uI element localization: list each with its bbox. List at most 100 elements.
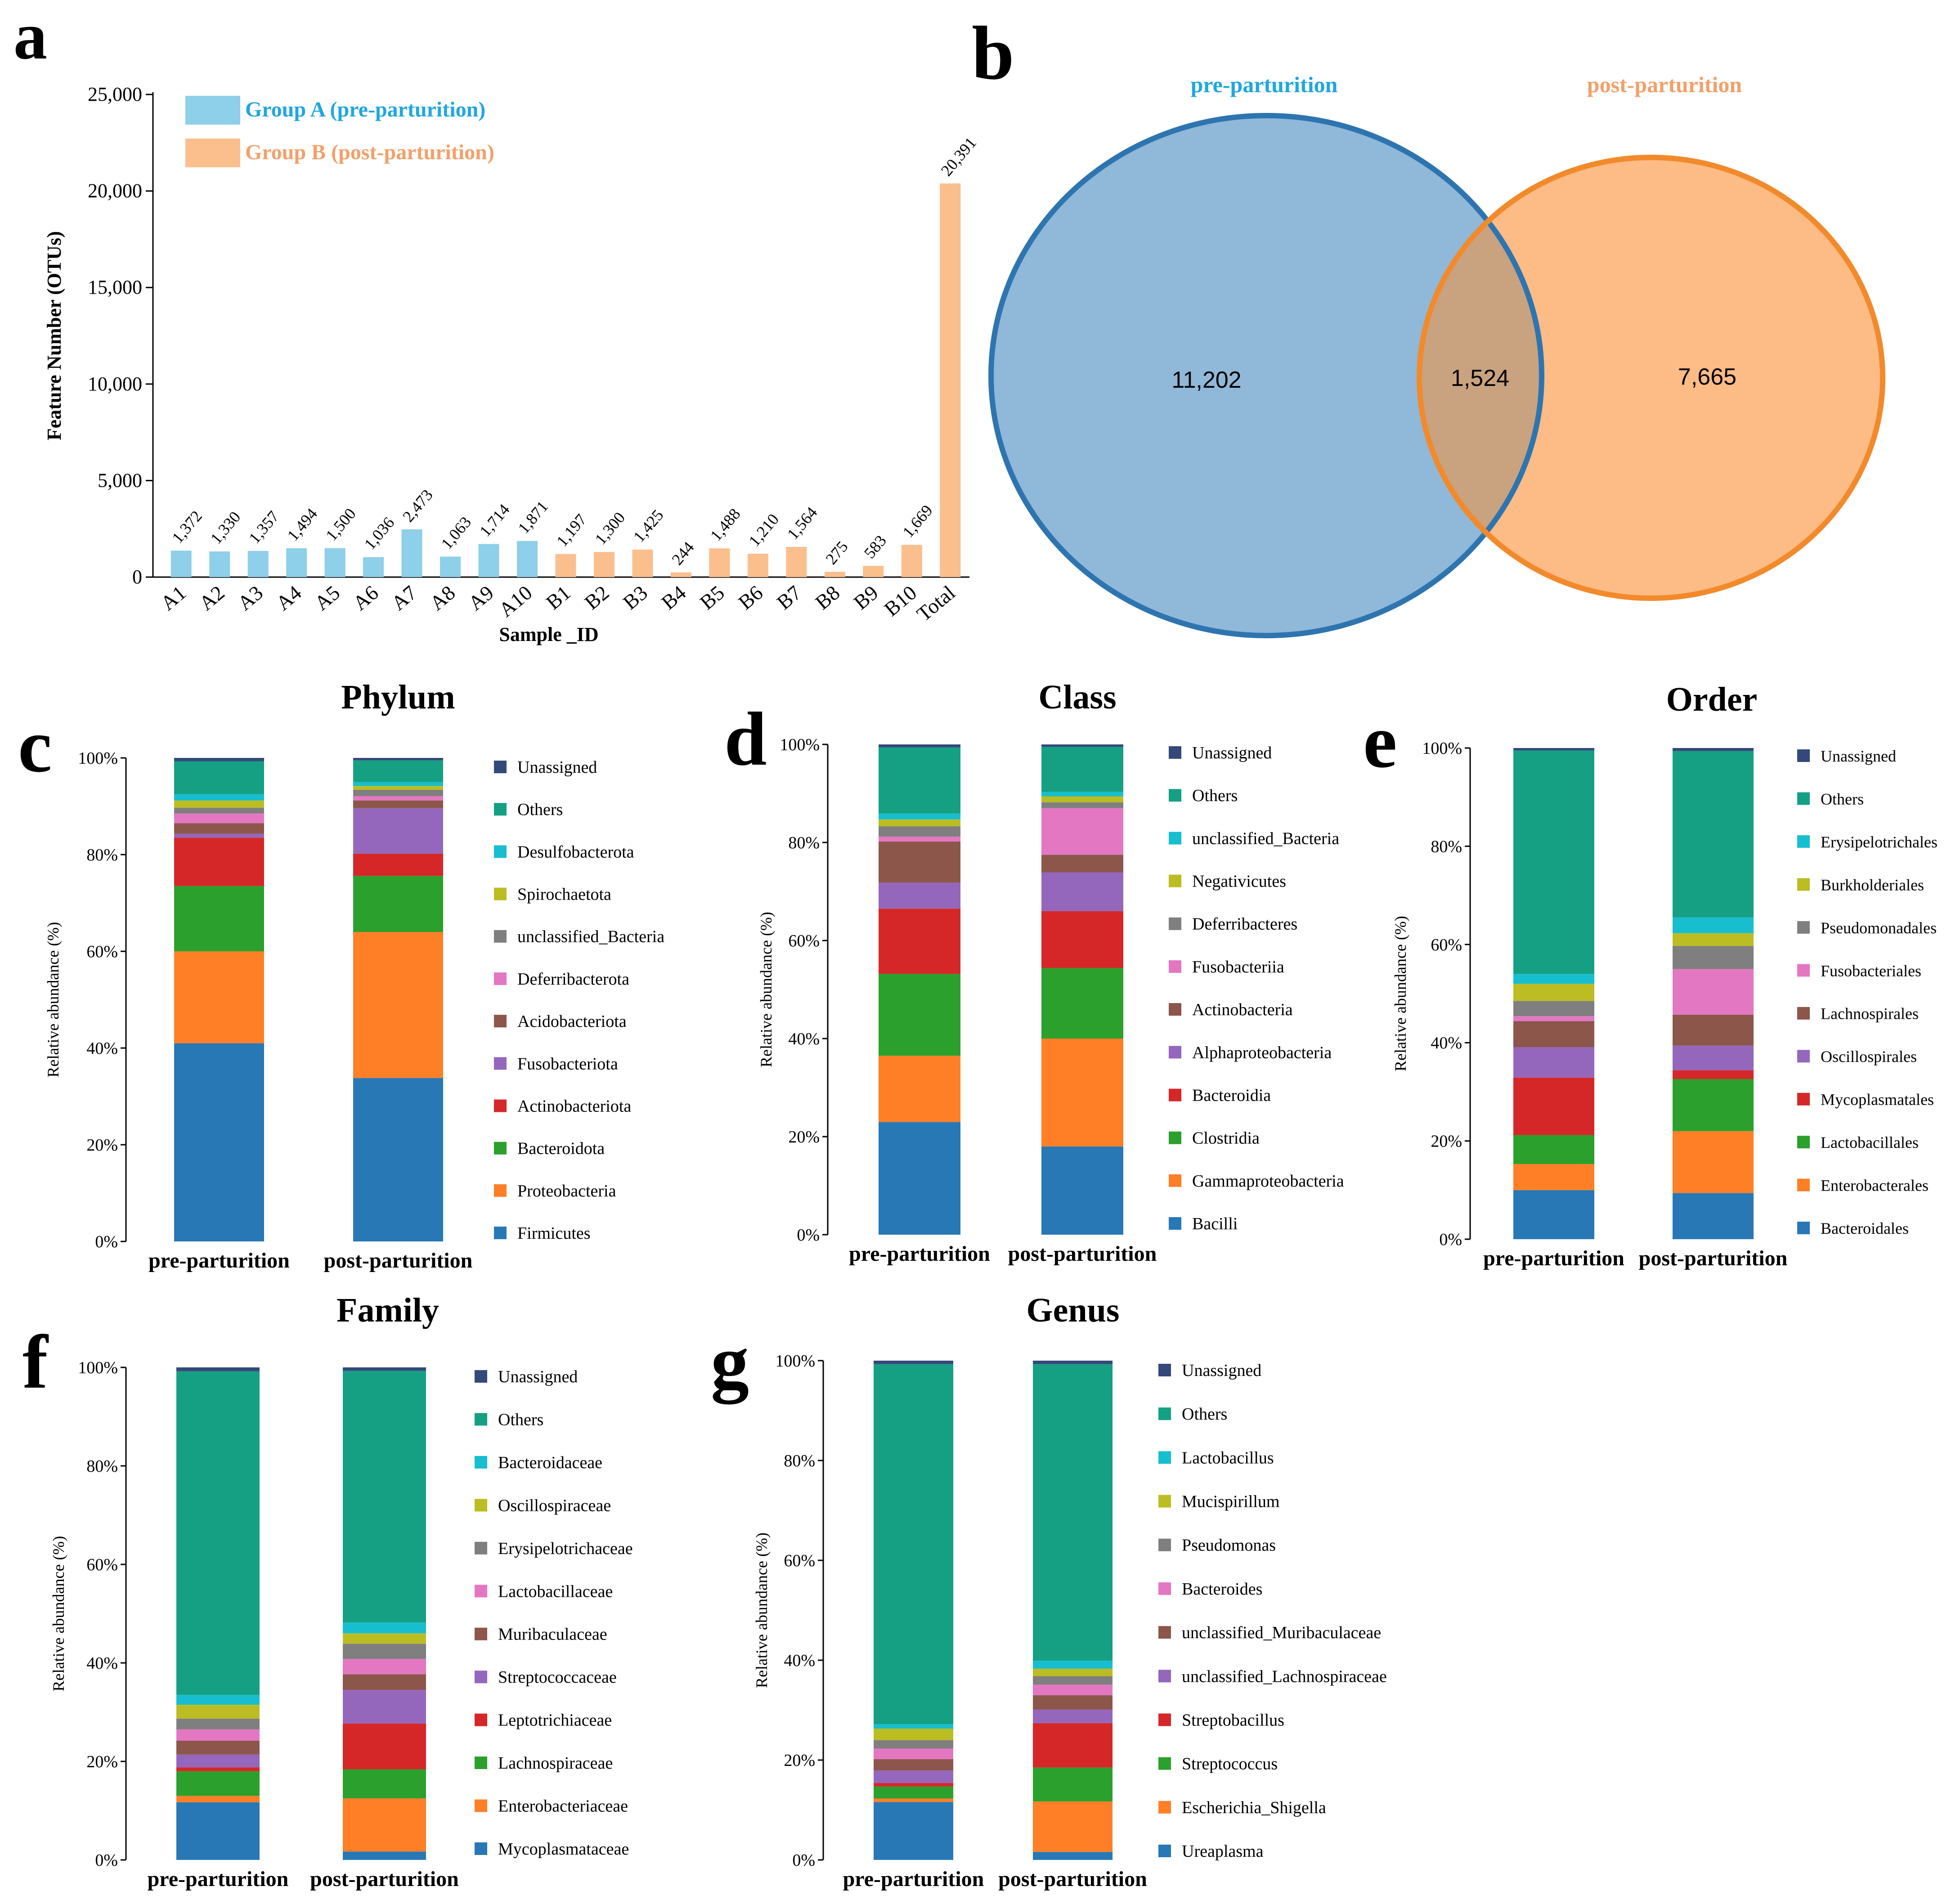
legend-label: Enterobacterales	[1821, 1177, 1929, 1195]
x-tick-label: B9	[849, 581, 883, 614]
stack-segment-lactobacillus	[874, 1724, 953, 1729]
y-tick-label: 0%	[792, 1851, 815, 1870]
x-tick-label: B10	[880, 581, 921, 621]
x-tick-label: B3	[619, 581, 652, 614]
legend-swatch	[494, 1057, 507, 1070]
legend-label: Unassigned	[498, 1367, 578, 1386]
panel-g: g Genus 0% 20% 40% 60% 80% 100% Relative abundan…	[711, 1291, 1387, 1891]
stack-segment-fusobacteriia	[1041, 808, 1123, 855]
x-tick-label: A8	[426, 581, 460, 615]
bar-value-label: 20,391	[938, 134, 980, 179]
bar-value-label: 1,372	[168, 507, 206, 547]
x-tick-label: B2	[580, 581, 613, 614]
legend-label: Lactobacillales	[1821, 1133, 1919, 1151]
stack-segment-bacteroidia	[1041, 911, 1123, 968]
stack-segment-gammaproteobacteria	[879, 1056, 960, 1122]
stack-segment-unassigned	[1673, 748, 1754, 751]
stack-segment-fusobacteriales	[1513, 1016, 1594, 1021]
x-tick-label: B1	[542, 581, 575, 614]
y-tick-label: 20%	[86, 1752, 118, 1771]
legend-swatch	[1169, 832, 1181, 845]
venn-outline-post-parturition	[1417, 155, 1885, 601]
legend-label: Others	[517, 800, 563, 819]
legend-label: Oscillospiraceae	[498, 1496, 611, 1515]
bar-A7	[401, 529, 422, 577]
stack-segment-fusobacteriota	[353, 808, 443, 854]
x-tick-label: post-parturition	[310, 1867, 459, 1891]
stack-segment-bacteroidales	[1673, 1193, 1754, 1239]
legend-label: Others	[1192, 786, 1238, 805]
bar-value-label: 1,669	[899, 502, 936, 541]
stack-segment-enterobacteriaceae	[176, 1796, 260, 1802]
y-axis-title: Relative abundance (%)	[753, 1532, 771, 1688]
legend-label-group-b: Group B (post-parturition)	[245, 140, 494, 164]
bar-value-label: 1,425	[630, 506, 667, 546]
panel-title-c: Phylum	[341, 678, 455, 716]
bar-value-label: 1,494	[284, 505, 321, 544]
venn-set-label-pre: pre-parturition	[1191, 72, 1338, 97]
x-tick-label: A5	[310, 581, 344, 615]
stack-segment-actinobacteriota	[353, 853, 443, 876]
stack-segment-muribaculaceae	[176, 1741, 260, 1755]
y-tick-label: 10,000	[88, 373, 142, 395]
legend-swatch	[1158, 1451, 1171, 1464]
stack-segment-others	[353, 760, 443, 782]
legend-swatch-group-b	[185, 139, 240, 167]
legend-swatch	[475, 1585, 487, 1598]
legend-label: Mycoplasmatales	[1821, 1091, 1934, 1109]
bar-value-label: 275	[822, 538, 851, 568]
legend-swatch	[1169, 917, 1181, 930]
venn-outline-pre-parturition	[988, 113, 1544, 638]
stack-segment-others	[174, 761, 264, 794]
x-tick-label: A1	[156, 581, 190, 615]
stack-segment-mycoplasmatales	[1513, 1077, 1594, 1135]
panel-label-c: c	[18, 703, 52, 788]
legend-swatch	[475, 1370, 487, 1383]
stack-segment-pseudomonas	[1033, 1676, 1113, 1685]
bar-A3	[247, 551, 269, 577]
venn-set-label-post: post-parturition	[1587, 72, 1742, 97]
y-tick-label: 60%	[86, 1555, 118, 1574]
bar-B7	[786, 547, 807, 577]
stack-segment-pseudomonadales	[1673, 946, 1754, 969]
bar-value-label: 1,357	[245, 507, 283, 547]
x-tick-label: Total	[912, 581, 960, 626]
y-axis-title: Feature Number (OTUs)	[43, 231, 65, 440]
stack-segment-firmicutes	[174, 1043, 264, 1241]
stack-segment-others	[874, 1364, 953, 1725]
legend-label: Desulfobacterota	[517, 842, 634, 861]
legend-label: Oscillospirales	[1821, 1048, 1917, 1066]
legend-swatch	[494, 972, 507, 985]
x-tick-label: B6	[734, 581, 767, 614]
legend-swatch	[475, 1756, 487, 1770]
legend-label: Streptococcus	[1182, 1755, 1278, 1774]
bar-B4	[670, 572, 691, 577]
x-tick-label: post-parturition	[998, 1867, 1147, 1891]
legend-swatch	[1169, 960, 1181, 973]
legend-label: Erysipelotrichales	[1821, 833, 1938, 851]
legend-label: Unassigned	[517, 758, 597, 777]
stack-segment-clostridia	[879, 974, 960, 1056]
legend-swatch	[1797, 749, 1810, 762]
legend-label: Escherichia_Shigella	[1182, 1798, 1326, 1817]
stack-segment-enterobacterales	[1513, 1164, 1594, 1190]
stack-segment-streptobacillus	[1033, 1723, 1113, 1768]
legend-label: Others	[1821, 790, 1864, 808]
bar-value-label: 1,300	[591, 509, 628, 548]
stack-segment-acidobacteriota	[174, 823, 264, 834]
legend-swatch	[1158, 1582, 1171, 1595]
y-tick-label: 100%	[775, 1352, 815, 1371]
bar-B10	[901, 545, 922, 577]
bar-B8	[824, 572, 845, 577]
bar-value-label: 1,714	[476, 501, 513, 540]
stack-segment-lactobacillales	[1513, 1135, 1594, 1164]
y-axis-title: Relative abundance (%)	[757, 912, 775, 1067]
stack-segment-enterobacterales	[1673, 1131, 1754, 1193]
stack-segment-fusobacteriia	[879, 836, 960, 842]
legend-swatch	[1169, 746, 1181, 759]
legend-label: Bacteroides	[1182, 1580, 1262, 1599]
legend-label: Deferribacteres	[1192, 915, 1297, 934]
stack-segment-bacteroidota	[353, 876, 443, 932]
stack-segment-unclassified-bacteria	[353, 789, 443, 796]
venn-set-post-parturition	[1419, 157, 1883, 598]
